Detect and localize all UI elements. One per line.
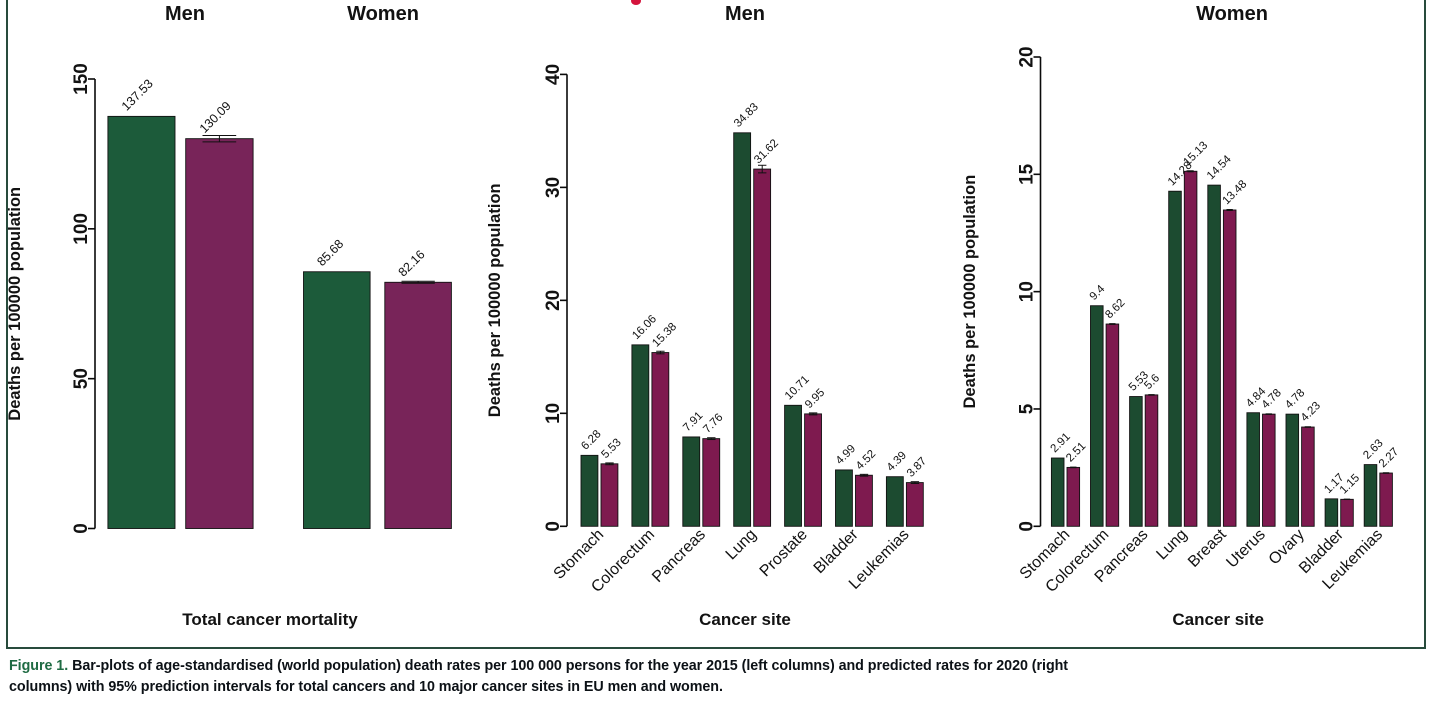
svg-text:31.62: 31.62	[752, 137, 781, 166]
svg-text:3.87: 3.87	[905, 455, 929, 479]
svg-text:10: 10	[543, 403, 564, 424]
svg-text:Men: Men	[165, 3, 205, 25]
svg-text:Women: Women	[347, 3, 419, 25]
svg-text:Deaths per 100000 population: Deaths per 100000 population	[6, 187, 24, 421]
svg-text:13.48: 13.48	[1221, 178, 1250, 207]
svg-text:7.91: 7.91	[681, 410, 705, 434]
svg-text:Cancer site: Cancer site	[1172, 610, 1264, 629]
svg-text:Breast: Breast	[1185, 526, 1230, 571]
svg-text:10: 10	[1017, 281, 1038, 302]
svg-text:15.13: 15.13	[1181, 140, 1210, 169]
svg-text:137.53: 137.53	[119, 77, 156, 114]
svg-text:Men: Men	[725, 3, 765, 25]
svg-text:100: 100	[71, 213, 92, 245]
svg-text:4.78: 4.78	[1283, 387, 1307, 411]
svg-text:130.09: 130.09	[197, 99, 234, 136]
svg-text:Lung: Lung	[723, 526, 760, 563]
svg-text:82.16: 82.16	[396, 247, 428, 279]
svg-text:Deaths per 100000 population: Deaths per 100000 population	[961, 175, 979, 409]
svg-text:Women: Women	[1196, 3, 1268, 25]
svg-text:0: 0	[71, 523, 92, 534]
svg-text:Prostate: Prostate	[757, 526, 811, 580]
svg-text:20: 20	[1017, 46, 1038, 67]
svg-text:4.23: 4.23	[1299, 400, 1323, 424]
svg-text:150: 150	[71, 63, 92, 95]
svg-text:40: 40	[543, 64, 564, 85]
svg-text:15: 15	[1017, 163, 1038, 185]
svg-text:8.62: 8.62	[1103, 297, 1127, 321]
svg-text:0: 0	[1017, 521, 1038, 532]
svg-text:Cancer site: Cancer site	[699, 610, 791, 629]
svg-text:Uterus: Uterus	[1223, 526, 1268, 571]
svg-text:7.76: 7.76	[701, 411, 725, 435]
svg-text:34.83: 34.83	[732, 101, 761, 130]
svg-text:5.53: 5.53	[599, 437, 623, 461]
svg-text:9.4: 9.4	[1088, 283, 1108, 303]
svg-text:20: 20	[543, 290, 564, 311]
svg-text:Deaths per 100000 population: Deaths per 100000 population	[486, 183, 504, 417]
svg-text:50: 50	[71, 368, 92, 389]
svg-text:6.28: 6.28	[579, 428, 603, 452]
svg-text:Pancreas: Pancreas	[649, 526, 709, 586]
svg-text:Bladder: Bladder	[811, 526, 862, 577]
svg-text:0: 0	[543, 521, 564, 532]
svg-text:Total cancer mortality: Total cancer mortality	[182, 610, 358, 629]
svg-text:30: 30	[543, 177, 564, 198]
svg-text:85.68: 85.68	[314, 237, 346, 269]
svg-text:14.54: 14.54	[1205, 153, 1234, 182]
svg-text:9.95: 9.95	[803, 387, 827, 411]
svg-text:5: 5	[1017, 403, 1038, 414]
